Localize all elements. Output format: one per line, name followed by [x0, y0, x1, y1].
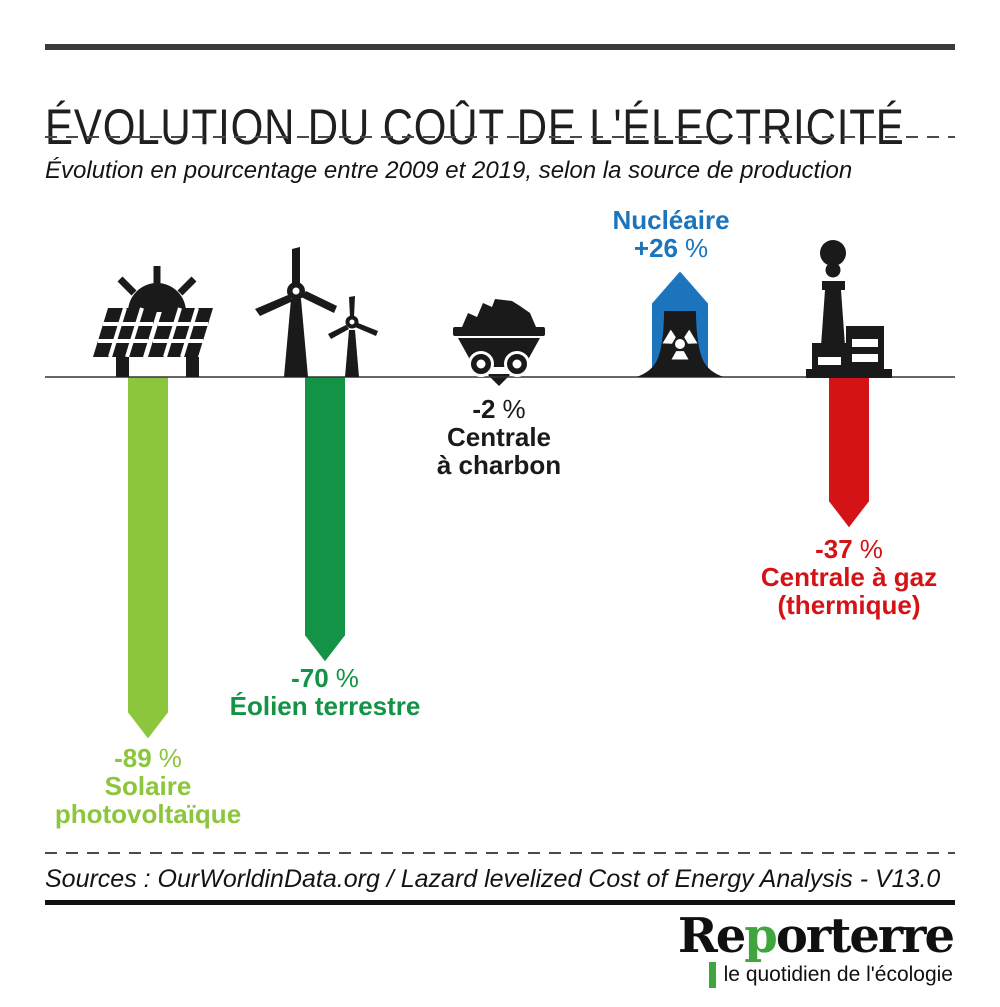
- dashed-separator-bottom: [45, 852, 955, 854]
- wind-turbines-icon: [255, 247, 378, 377]
- value-arrow-solar: [128, 377, 168, 739]
- logo-tagline-text: le quotidien de l'écologie: [723, 963, 953, 986]
- label-centrale-a-gaz: -37% Centrale à gaz (thermique): [761, 535, 937, 619]
- source-name: photovoltaïque: [54, 799, 242, 829]
- value-line: -37%: [761, 535, 937, 563]
- label-centrale-a-charbon: -2% Centrale à charbon: [437, 395, 561, 479]
- value: -2: [472, 394, 496, 424]
- value: -37: [815, 534, 853, 564]
- source-name: (thermique): [777, 590, 921, 620]
- page-title: ÉVOLUTION DU COÛT DE L'ÉLECTRICITÉ: [45, 98, 905, 155]
- percent-sign: %: [158, 743, 182, 773]
- coal-cart-icon: [453, 299, 545, 377]
- dashed-separator-top: [45, 136, 955, 138]
- source-name: Centrale: [446, 422, 552, 452]
- gas-plant-icon: [806, 240, 892, 378]
- logo-tagline: le quotidien de l'écologie: [708, 962, 953, 988]
- value-arrow-wind: [305, 377, 345, 662]
- percent-sign: %: [684, 233, 709, 263]
- value-line: -2%: [437, 395, 561, 423]
- logo-wordmark: Reporterre: [678, 912, 955, 960]
- source-name: Solaire: [104, 771, 192, 801]
- value-arrow-coal: [487, 374, 511, 386]
- value-arrow-gas: [829, 377, 869, 528]
- source-name: à charbon: [436, 450, 562, 480]
- source-name: Centrale à gaz: [760, 562, 938, 592]
- label-nucleaire: Nucléaire +26%: [612, 206, 729, 262]
- value-line: -70%: [230, 664, 421, 692]
- value: +26: [633, 233, 678, 263]
- percent-sign: %: [335, 663, 359, 693]
- value-line: +26%: [612, 234, 729, 262]
- chart-canvas: [45, 240, 955, 739]
- sources-credit: Sources : OurWorldinData.org / Lazard le…: [45, 865, 941, 893]
- logo-part: orterre: [775, 908, 955, 964]
- top-rule: [45, 44, 955, 50]
- reporterre-logo: Reporterre le quotidien de l'écologie: [678, 912, 955, 988]
- percent-sign: %: [502, 394, 526, 424]
- chart-subtitle: Évolution en pourcentage entre 2009 et 2…: [45, 157, 853, 184]
- radiation-icon: [662, 329, 698, 360]
- label-eolien-terrestre: -70% Éolien terrestre: [230, 664, 421, 720]
- cooling-tower-icon: [636, 311, 724, 377]
- value-line: -89%: [55, 744, 241, 772]
- source-name: Nucléaire: [612, 205, 730, 235]
- bottom-rule: [45, 900, 955, 905]
- value: -70: [291, 663, 329, 693]
- solar-panel-icon: [93, 266, 213, 377]
- value: -89: [114, 743, 152, 773]
- label-solaire-photovoltaique: -89% Solaire photovoltaïque: [55, 744, 241, 828]
- logo-part-green-p: p: [744, 908, 778, 964]
- logo-part: Re: [677, 908, 746, 964]
- source-name: Éolien terrestre: [229, 691, 421, 721]
- logo-green-bar-icon: [708, 962, 716, 988]
- percent-sign: %: [859, 534, 883, 564]
